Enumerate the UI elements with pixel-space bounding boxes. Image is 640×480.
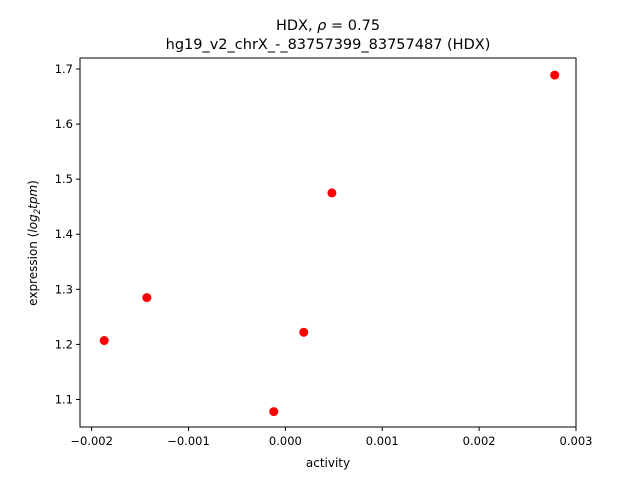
ylabel-prefix: expression ( [26, 233, 40, 306]
y-tick-label: 1.5 [55, 172, 73, 186]
x-tick-label: 0.002 [463, 434, 496, 448]
data-point [550, 70, 560, 80]
y-tick-label: 1.4 [55, 227, 73, 241]
data-points [99, 70, 560, 417]
ylabel-tpm: tpm [26, 185, 40, 209]
y-tick-label: 1.7 [55, 62, 73, 76]
chart-title-line2: hg19_v2_chrX_-_83757399_83757487 (HDX) [166, 37, 491, 53]
x-tick-label: 0.001 [366, 434, 399, 448]
x-tick-label: −0.001 [167, 434, 210, 448]
ylabel-subscript: 2 [33, 209, 43, 214]
data-point [142, 293, 152, 303]
data-point [299, 327, 309, 337]
chart-title-line1: HDX, ρ = 0.75 [276, 18, 380, 34]
x-tick-label: 0.000 [269, 434, 302, 448]
ylabel-suffix: ) [26, 180, 40, 185]
title-rho-value: = 0.75 [326, 18, 380, 34]
x-axis-ticks: −0.002 −0.001 0.000 0.001 0.002 0.003 [70, 427, 592, 448]
y-axis-ticks: 1.1 1.2 1.3 1.4 1.5 1.6 1.7 [55, 62, 80, 406]
data-point [327, 188, 337, 198]
y-tick-label: 1.6 [55, 117, 73, 131]
x-tick-label: −0.002 [70, 434, 113, 448]
ylabel-log: log [26, 214, 40, 233]
y-tick-label: 1.1 [55, 392, 73, 406]
y-tick-label: 1.2 [55, 337, 73, 351]
x-axis-label: activity [306, 456, 350, 470]
plot-frame [79, 57, 577, 428]
y-tick-label: 1.3 [55, 282, 73, 296]
y-axis-label: expression (log2tpm) [26, 180, 43, 306]
data-point [269, 407, 279, 417]
data-point [99, 336, 109, 346]
title-prefix: HDX, [276, 18, 317, 34]
title-rho-symbol: ρ [317, 18, 327, 34]
x-tick-label: 0.003 [560, 434, 593, 448]
